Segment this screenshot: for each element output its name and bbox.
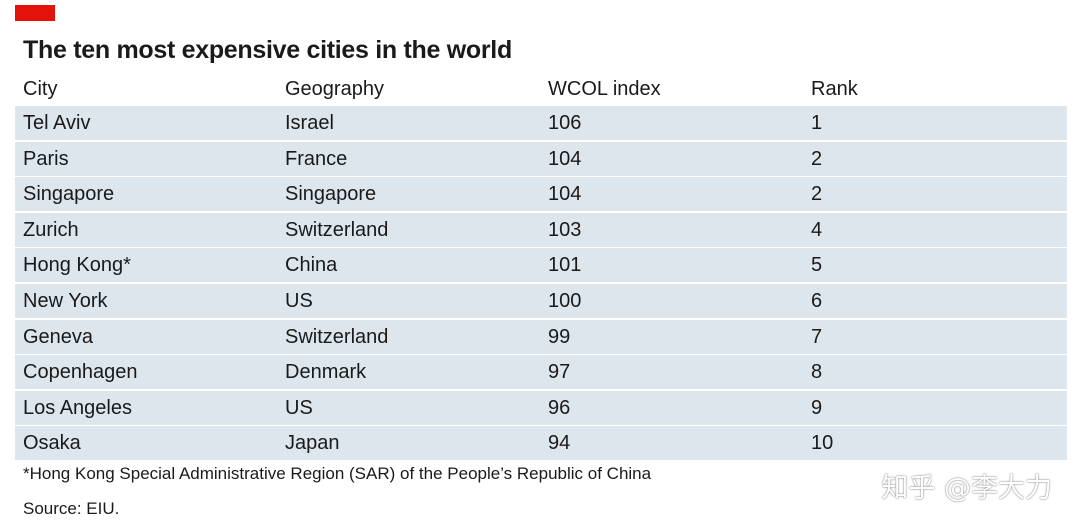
wcol-index-cell: 104	[548, 183, 582, 206]
wcol-index-cell: 97	[548, 361, 571, 384]
geography-cell: US	[285, 289, 313, 312]
city-cell: Hong Kong*	[23, 254, 131, 277]
table-row: Singapore Singapore 104 2	[15, 177, 1067, 212]
table-row: Geneva Switzerland 99 7	[15, 319, 1067, 354]
chart-title: The ten most expensive cities in the wor…	[23, 36, 512, 64]
city-cell: Geneva	[23, 325, 94, 348]
wcol-index-cell: 103	[548, 218, 582, 241]
watermark: 知乎 @李大力	[881, 473, 1052, 504]
rank-cell: 7	[811, 325, 823, 348]
rank-cell: 2	[811, 183, 823, 206]
table-row: Tel Aviv Israel 106 1	[15, 106, 1067, 140]
data-table: City Geography WCOL index Rank Tel Aviv I…	[15, 72, 1067, 462]
rank-cell: 6	[811, 289, 823, 312]
rank-cell: 8	[811, 361, 823, 384]
wcol-index-cell: 101	[548, 254, 582, 277]
wcol-index-cell: 106	[548, 112, 582, 134]
table-row: Hong Kong* China 101 5	[15, 248, 1067, 283]
city-cell: Los Angeles	[23, 396, 132, 419]
city-cell: Osaka	[23, 432, 81, 455]
table-row: Los Angeles US 96 9	[15, 390, 1067, 425]
table-row: Zurich Switzerland 103 4	[15, 212, 1067, 247]
table-body: Tel Aviv Israel 106 1 Paris France 104 2 Singapo…	[15, 106, 1067, 461]
city-cell: New York	[23, 289, 108, 312]
city-cell: Tel Aviv	[23, 112, 91, 134]
wcol-index-cell: 94	[548, 432, 571, 455]
column-header-geography: Geography	[285, 78, 384, 100]
rank-cell: 9	[811, 396, 823, 419]
geography-cell: Switzerland	[285, 325, 389, 348]
city-cell: Paris	[23, 147, 69, 170]
rank-cell: 1	[811, 112, 823, 134]
rank-cell: 10	[811, 432, 834, 455]
geography-cell: Singapore	[285, 183, 377, 206]
table-row: Paris France 104 2	[15, 141, 1067, 176]
rank-cell: 5	[811, 254, 823, 277]
source-note: Source: EIU.	[23, 499, 120, 518]
rank-cell: 2	[811, 147, 823, 170]
column-header-rank: Rank	[811, 78, 858, 100]
table-header-row: City Geography WCOL index Rank	[15, 72, 1067, 106]
geography-cell: China	[285, 254, 338, 277]
brand-red-tag	[15, 5, 55, 21]
column-header-wcol-index: WCOL index	[548, 78, 661, 100]
rank-cell: 4	[811, 218, 823, 241]
wcol-index-cell: 96	[548, 396, 571, 419]
wcol-index-cell: 104	[548, 147, 582, 170]
geography-cell: France	[285, 147, 348, 170]
geography-cell: Japan	[285, 432, 340, 455]
geography-cell: Denmark	[285, 361, 367, 384]
wcol-index-cell: 99	[548, 325, 571, 348]
geography-cell: Israel	[285, 112, 334, 134]
table-row: New York US 100 6	[15, 283, 1067, 318]
table-row: Copenhagen Denmark 97 8	[15, 355, 1067, 390]
city-cell: Singapore	[23, 183, 115, 206]
city-cell: Copenhagen	[23, 361, 138, 384]
column-header-city: City	[23, 78, 58, 100]
geography-cell: Switzerland	[285, 218, 389, 241]
geography-cell: US	[285, 396, 313, 419]
footnote: *Hong Kong Special Administrative Region…	[23, 464, 652, 483]
table-row: Osaka Japan 94 10	[15, 426, 1067, 461]
wcol-index-cell: 100	[548, 289, 582, 312]
city-cell: Zurich	[23, 218, 79, 241]
